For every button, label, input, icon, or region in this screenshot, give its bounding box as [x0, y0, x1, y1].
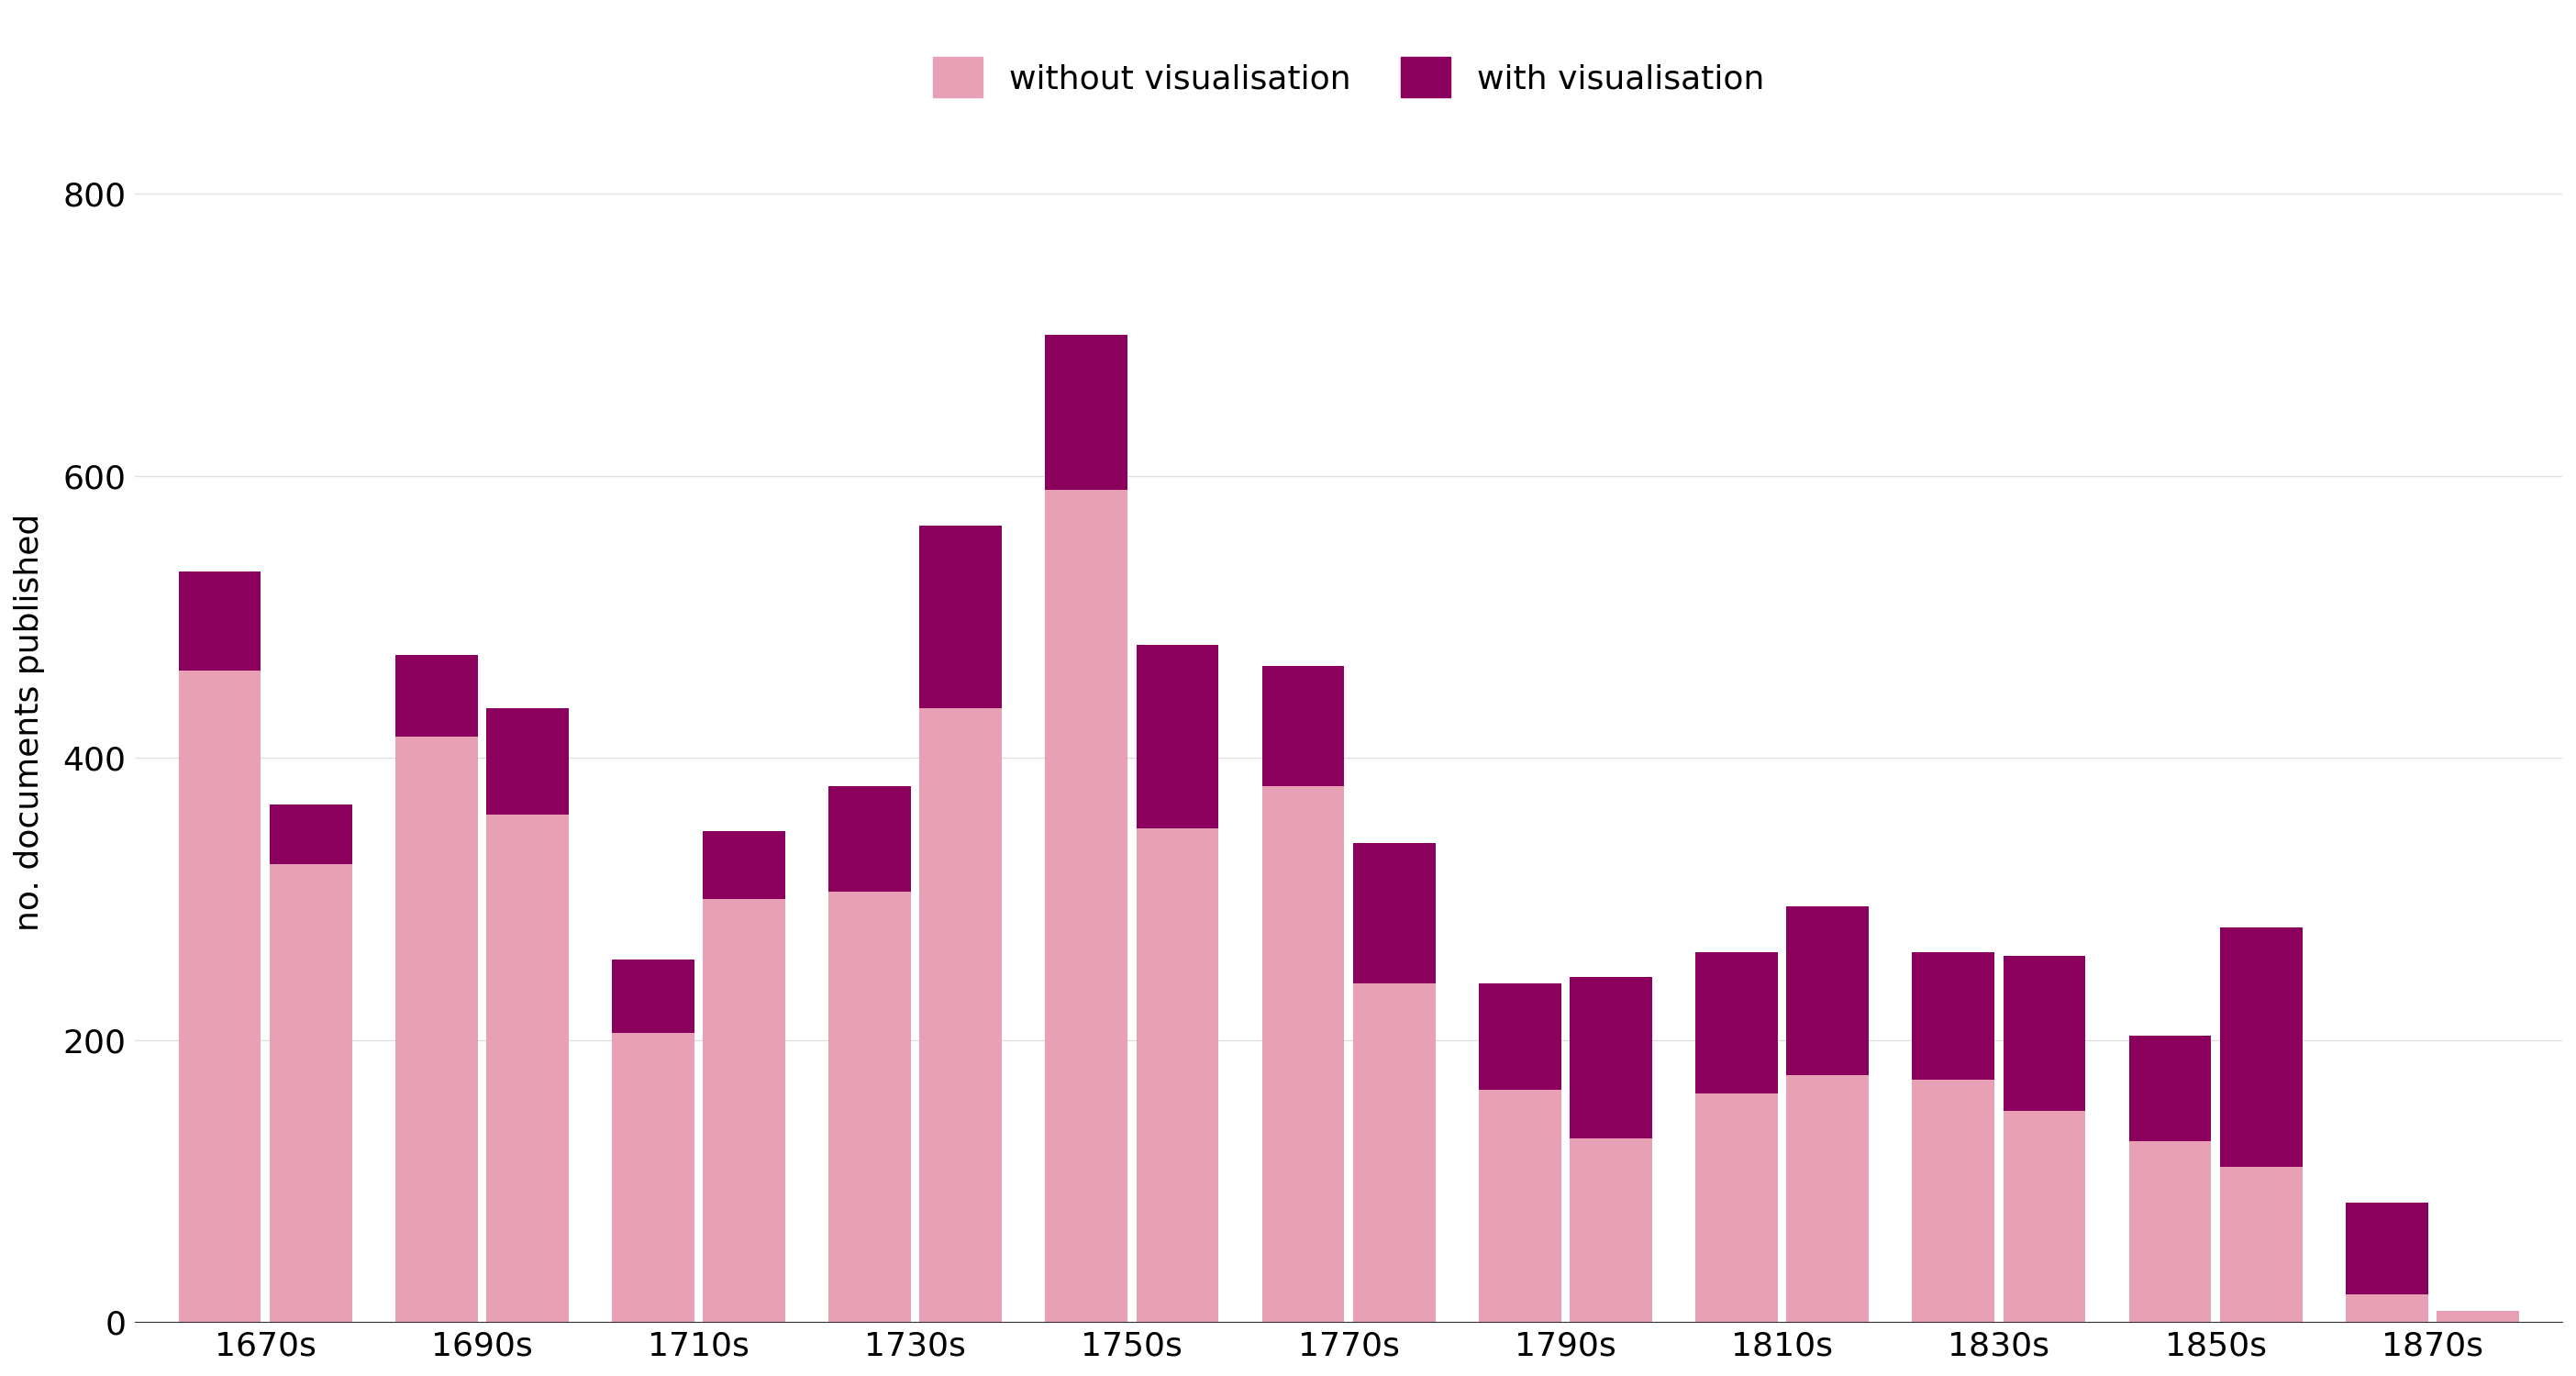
- Bar: [1136, 828, 1218, 1322]
- Bar: [829, 892, 912, 1322]
- Bar: [1479, 984, 1561, 1090]
- Bar: [1046, 490, 1128, 1322]
- Bar: [1695, 1094, 1777, 1322]
- Bar: [2437, 1311, 2519, 1322]
- Bar: [1136, 645, 1218, 828]
- Bar: [2347, 1203, 2429, 1293]
- Bar: [487, 709, 569, 815]
- Bar: [920, 526, 1002, 709]
- Bar: [394, 736, 477, 1322]
- Bar: [2221, 927, 2303, 1167]
- Bar: [1046, 334, 1128, 490]
- Bar: [2004, 955, 2087, 1110]
- Bar: [1262, 786, 1345, 1322]
- Bar: [613, 959, 693, 1033]
- Bar: [703, 831, 786, 899]
- Bar: [394, 655, 477, 736]
- Bar: [270, 864, 353, 1322]
- Bar: [2128, 1036, 2210, 1142]
- Bar: [920, 709, 1002, 1322]
- Bar: [829, 786, 912, 892]
- Legend: without visualisation, with visualisation: without visualisation, with visualisatio…: [920, 44, 1777, 111]
- Bar: [1569, 977, 1651, 1139]
- Bar: [1262, 666, 1345, 786]
- Bar: [703, 899, 786, 1322]
- Bar: [1695, 952, 1777, 1094]
- Bar: [1569, 1139, 1651, 1322]
- Bar: [1479, 1090, 1561, 1322]
- Bar: [2221, 1167, 2303, 1322]
- Bar: [178, 670, 260, 1322]
- Bar: [2128, 1142, 2210, 1322]
- Bar: [2004, 1110, 2087, 1322]
- Y-axis label: no. documents published: no. documents published: [13, 513, 44, 932]
- Bar: [1911, 952, 1994, 1080]
- Bar: [1785, 1075, 1868, 1322]
- Bar: [1352, 842, 1435, 984]
- Bar: [1911, 1080, 1994, 1322]
- Bar: [1785, 905, 1868, 1075]
- Bar: [270, 805, 353, 864]
- Bar: [2347, 1293, 2429, 1322]
- Bar: [1352, 984, 1435, 1322]
- Bar: [613, 1033, 693, 1322]
- Bar: [178, 572, 260, 670]
- Bar: [487, 815, 569, 1322]
